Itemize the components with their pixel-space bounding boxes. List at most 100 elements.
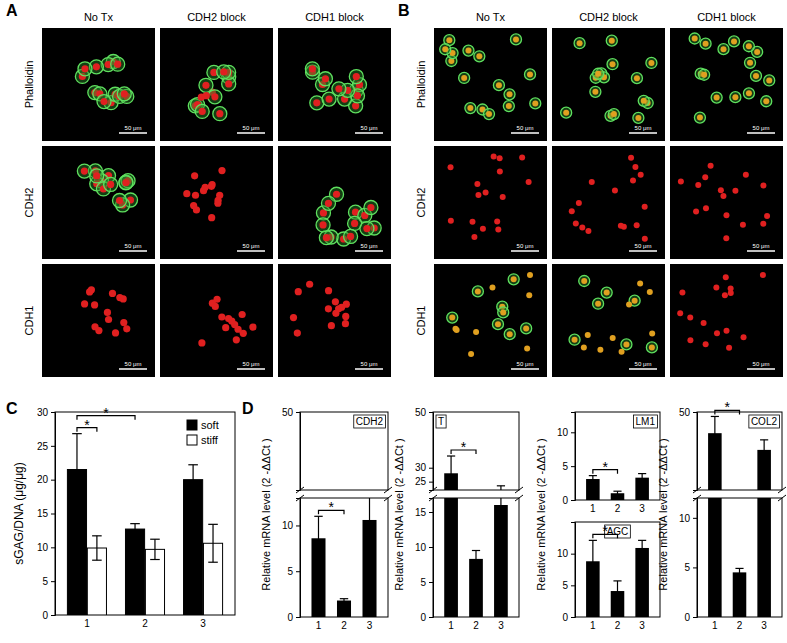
error-cap	[613, 580, 621, 581]
nucleus	[630, 178, 636, 184]
nucleus	[93, 63, 100, 70]
nucleus	[191, 172, 198, 179]
tick-mark	[429, 582, 433, 583]
nucleus	[495, 321, 501, 327]
tick-mark	[296, 412, 300, 413]
micrograph: 50 μm	[552, 146, 665, 259]
bar	[337, 601, 351, 617]
tick-label: 10	[557, 427, 569, 438]
cell-stain	[364, 200, 378, 214]
nucleus	[724, 328, 730, 334]
axis-break	[296, 495, 304, 501]
scale-bar	[511, 368, 539, 370]
nucleus	[109, 290, 116, 297]
plot-frame	[697, 412, 782, 490]
nucleus	[708, 163, 714, 169]
nucleus	[216, 110, 223, 117]
scale-bar	[237, 132, 265, 134]
image-panel: BNo TxCDH2 blockCDH1 blockPhalloidinCDH2…	[398, 2, 783, 377]
cell-stain	[213, 107, 227, 121]
error-bar	[642, 474, 643, 482]
nucleus	[703, 341, 709, 347]
nucleus	[649, 344, 655, 350]
nucleus	[619, 349, 625, 355]
nucleus	[628, 155, 634, 161]
nucleus	[760, 182, 766, 188]
cell-stain	[90, 169, 104, 183]
significance-label: *	[84, 417, 90, 433]
micrograph: 50 μm	[160, 264, 273, 377]
row-label: CDH1	[415, 306, 427, 336]
nucleus	[471, 234, 477, 240]
cell-stain	[217, 65, 231, 79]
tick: 5	[42, 576, 55, 587]
nucleus	[214, 197, 221, 204]
tick: 15	[37, 508, 55, 519]
legend-swatch	[187, 420, 197, 430]
nucleus	[632, 298, 638, 304]
error-cap	[208, 562, 218, 563]
nucleus	[585, 332, 591, 338]
error-cap	[188, 494, 198, 495]
bar	[145, 549, 164, 615]
row-label: CDH1	[23, 306, 35, 336]
cell-stain	[484, 109, 495, 120]
nucleus	[731, 38, 737, 44]
tick-mark	[693, 518, 697, 519]
tick: 1	[448, 620, 454, 631]
nucleus	[120, 319, 127, 326]
nucleus	[569, 208, 575, 214]
x-axis: 123	[316, 620, 373, 631]
significance-label: *	[103, 405, 109, 421]
panel-label: D	[242, 400, 254, 417]
micrograph: 50 μm	[552, 28, 665, 141]
chart-title: T	[438, 416, 444, 427]
nucleus	[497, 155, 503, 161]
nucleus	[701, 320, 707, 326]
nucleus	[325, 200, 332, 207]
scale-bar-label: 50 μm	[517, 125, 534, 131]
tick-label: 25	[37, 441, 49, 452]
nucleus	[703, 205, 709, 211]
tick-label: 1	[590, 620, 596, 631]
cell-stain	[530, 98, 541, 109]
tick-label: 3	[639, 503, 645, 514]
nucleus	[626, 302, 632, 308]
error-cap	[760, 439, 768, 440]
nucleus	[585, 228, 591, 234]
scale-bar-label: 50 μm	[125, 125, 142, 131]
error-cap	[92, 560, 102, 561]
nucleus	[678, 179, 684, 185]
tick: 30	[37, 407, 55, 418]
significance-label: *	[602, 459, 608, 475]
cell-stain	[316, 218, 330, 232]
error-cap	[638, 540, 646, 541]
nucleus	[105, 316, 112, 323]
cell-stain	[646, 342, 657, 353]
nucleus	[183, 190, 190, 197]
cell-stain	[465, 103, 476, 114]
nucleus	[714, 330, 720, 336]
error-cap	[150, 559, 160, 560]
nucleus	[468, 351, 474, 357]
nucleus	[116, 197, 123, 204]
tick-mark	[571, 617, 575, 618]
nucleus	[192, 192, 199, 199]
row-label: Phalloidin	[415, 61, 427, 109]
tick: 3	[639, 620, 645, 631]
axis-break	[296, 487, 304, 493]
error-cap	[72, 433, 82, 434]
tick: 25	[37, 441, 55, 452]
nucleus	[198, 339, 205, 346]
cell-stain	[503, 101, 514, 112]
cell-stain	[607, 59, 618, 70]
nucleus	[526, 179, 532, 185]
tick: 3	[498, 620, 504, 631]
tick-label: 1	[590, 503, 596, 514]
nucleus	[764, 213, 770, 219]
cell-stain	[111, 57, 125, 71]
scale-bar-label: 50 μm	[125, 243, 142, 249]
tick: 2	[615, 503, 621, 514]
error-bar	[369, 498, 370, 546]
nucleus	[632, 164, 638, 170]
